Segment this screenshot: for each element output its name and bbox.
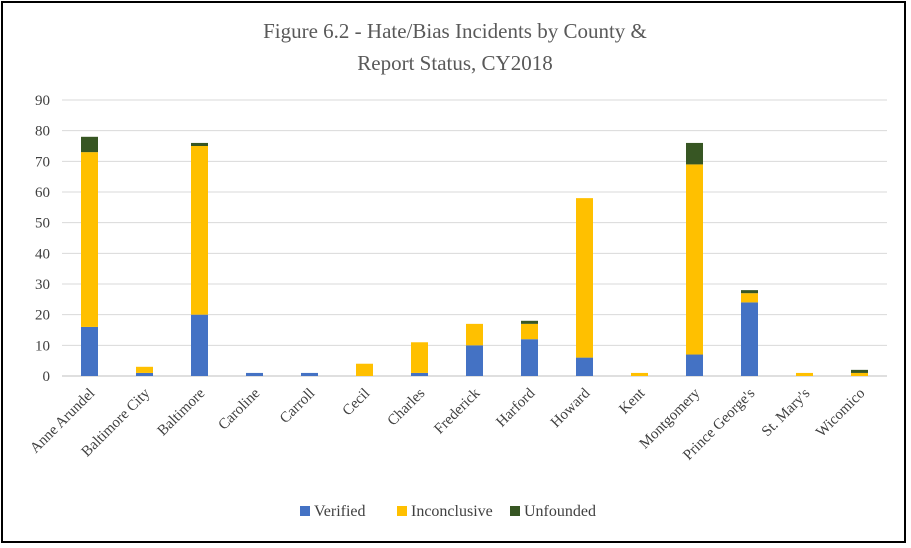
- y-tick-label: 90: [35, 93, 50, 109]
- legend: Verified Inconclusive Unfounded: [300, 503, 596, 520]
- y-tick-label: 70: [35, 154, 50, 170]
- y-axis-ticks: 0 10 20 30 40 50 60 70 80 90: [35, 93, 50, 385]
- bar-inconclusive: [521, 323, 538, 340]
- bar-inconclusive: [796, 372, 813, 376]
- bar-inconclusive: [411, 342, 428, 373]
- bar-verified: [686, 354, 703, 376]
- x-tick-label: Carroll: [277, 386, 318, 427]
- bar-unfounded: [851, 369, 868, 373]
- x-tick-label: Caroline: [215, 385, 263, 433]
- bar-verified: [191, 314, 208, 376]
- y-tick-label: 0: [43, 369, 51, 385]
- bars: [81, 136, 868, 376]
- y-tick-label: 60: [35, 185, 50, 201]
- bar-verified: [81, 326, 98, 376]
- bar-verified: [521, 339, 538, 376]
- x-tick-label: Charles: [385, 385, 429, 429]
- bar-inconclusive: [631, 372, 648, 376]
- bar-unfounded: [81, 136, 98, 153]
- y-tick-label: 40: [35, 246, 50, 262]
- bar-verified: [466, 345, 483, 376]
- bar-inconclusive: [741, 293, 758, 303]
- x-tick-label: Kent: [616, 385, 649, 418]
- bar-inconclusive: [576, 198, 593, 358]
- x-tick-label: Harford: [493, 385, 538, 430]
- x-tick-label: Frederick: [431, 385, 483, 437]
- bar-verified: [576, 357, 593, 376]
- legend-swatch-inconclusive: [397, 506, 407, 516]
- x-tick-label: Howard: [548, 385, 594, 431]
- x-tick-label: St. Mary's: [759, 385, 814, 440]
- bar-inconclusive: [191, 146, 208, 315]
- bar-unfounded: [741, 290, 758, 294]
- x-tick-label: Cecil: [340, 386, 374, 420]
- bar-inconclusive: [466, 323, 483, 346]
- bar-unfounded: [191, 142, 208, 146]
- bar-verified: [136, 372, 153, 376]
- bar-unfounded: [686, 142, 703, 165]
- x-tick-label: Wicomico: [813, 386, 868, 441]
- bar-verified: [246, 372, 263, 376]
- chart-title-line-2: Report Status, CY2018: [357, 51, 552, 75]
- legend-swatch-verified: [300, 506, 310, 516]
- bar-verified: [411, 372, 428, 376]
- bar-verified: [301, 372, 318, 376]
- bar-unfounded: [521, 320, 538, 324]
- legend-label-unfounded: Unfounded: [524, 503, 596, 520]
- legend-swatch-unfounded: [510, 506, 520, 516]
- y-tick-label: 80: [35, 124, 50, 140]
- bar-inconclusive: [81, 152, 98, 327]
- y-tick-label: 30: [35, 277, 50, 293]
- chart-title-line-1: Figure 6.2 - Hate/Bias Incidents by Coun…: [263, 19, 647, 43]
- y-tick-label: 10: [35, 338, 50, 354]
- legend-label-verified: Verified: [314, 503, 366, 520]
- legend-label-inconclusive: Inconclusive: [411, 503, 493, 520]
- bar-inconclusive: [851, 372, 868, 376]
- bar-inconclusive: [356, 363, 373, 376]
- bar-inconclusive: [136, 366, 153, 373]
- y-tick-label: 50: [35, 216, 50, 232]
- bar-verified: [741, 302, 758, 376]
- x-tick-label: Baltimore: [155, 385, 209, 439]
- y-tick-label: 20: [35, 308, 50, 324]
- bar-inconclusive: [686, 164, 703, 355]
